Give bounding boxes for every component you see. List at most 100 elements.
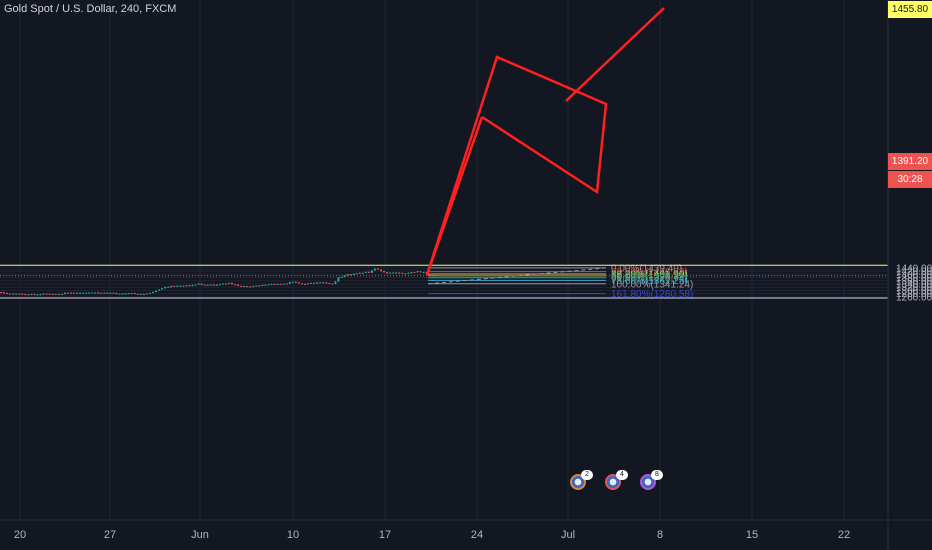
- candle-body: [124, 293, 127, 295]
- flagpole-line[interactable]: [425, 116, 484, 276]
- candle-body: [212, 284, 215, 286]
- time-tick-label: 24: [471, 529, 483, 541]
- candle-body: [130, 293, 133, 295]
- candle-body: [285, 283, 288, 285]
- candle-body: [228, 282, 230, 284]
- breakout-projection-line[interactable]: [565, 7, 665, 102]
- time-tick-label: Jun: [191, 529, 209, 541]
- economic-event-flag-icon[interactable]: 2: [570, 470, 593, 490]
- candle-body: [231, 282, 234, 285]
- resistance-price-tag: 1455.80: [888, 1, 932, 18]
- candle-body: [218, 284, 221, 286]
- candle-body: [288, 282, 291, 284]
- candle-body: [398, 272, 401, 274]
- candle-body: [252, 286, 255, 288]
- candle-body: [12, 293, 15, 295]
- price-tick-label: 1300.00: [896, 286, 932, 297]
- candle-body: [270, 283, 273, 285]
- candle-body: [343, 275, 346, 277]
- candle-body: [337, 277, 340, 282]
- candle-body: [161, 288, 164, 290]
- candle-body: [349, 274, 352, 276]
- candle-body: [386, 272, 389, 274]
- candle-body: [142, 293, 145, 295]
- candle-body: [85, 292, 88, 294]
- candle-body: [209, 284, 212, 286]
- candle-body: [136, 293, 139, 295]
- candle-body: [395, 272, 398, 274]
- candle-body: [434, 275, 437, 277]
- candle-body: [148, 292, 151, 294]
- candle-body: [249, 286, 252, 288]
- candle-body: [33, 294, 36, 296]
- candle-body: [255, 285, 258, 287]
- candle-body: [267, 284, 270, 286]
- candle-body: [24, 294, 27, 296]
- time-tick-label: 15: [746, 529, 758, 541]
- candle-body: [416, 271, 419, 273]
- candle-body: [389, 272, 392, 274]
- candle-body: [224, 283, 227, 285]
- flag-outline[interactable]: [425, 55, 608, 276]
- fib-trend-line[interactable]: [427, 267, 607, 285]
- candle-body: [182, 285, 185, 287]
- fib-level-label: 23.60%(1416.23): [611, 267, 688, 278]
- time-tick-label: 27: [104, 529, 116, 541]
- fib-level-label: 100.00%(1341.24): [611, 279, 693, 290]
- candle-body: [188, 285, 191, 287]
- price-tick-label: 1340.00: [896, 280, 932, 291]
- economic-event-flag-icon[interactable]: 4: [605, 470, 628, 490]
- time-tick-label: 22: [838, 529, 850, 541]
- candle-body: [155, 290, 158, 292]
- candle-body: [316, 282, 319, 284]
- flag-pattern-drawing[interactable]: [425, 7, 665, 276]
- candle-body: [291, 281, 294, 283]
- candle-body: [240, 285, 243, 287]
- candle-body: [72, 292, 75, 294]
- candle-body: [145, 293, 148, 295]
- event-count: 8: [651, 470, 663, 480]
- candle-body: [79, 292, 82, 294]
- fibonacci-retracement[interactable]: 0.00%(1439.40)23.60%(1416.23)38.20%(1401…: [427, 263, 693, 300]
- candle-body: [21, 293, 24, 295]
- candle-body: [294, 281, 297, 283]
- candle-body: [319, 282, 322, 284]
- time-axis[interactable]: 20 27 Jun 10 17 24 Jul 8 15 22: [0, 519, 932, 541]
- candle-body: [410, 272, 413, 274]
- time-tick-label: 20: [14, 529, 26, 541]
- candle-body: [100, 292, 103, 294]
- candle-body: [51, 293, 54, 295]
- candle-body: [18, 293, 21, 295]
- time-tick-label: 17: [379, 529, 391, 541]
- candle-body: [197, 283, 200, 285]
- candle-body: [112, 292, 115, 294]
- horizontal-lines[interactable]: [0, 264, 888, 299]
- candle-body: [243, 286, 246, 288]
- candle-body: [358, 272, 361, 274]
- candle-body: [0, 292, 2, 294]
- candles: [0, 268, 437, 296]
- candle-body: [246, 286, 249, 288]
- candle-body: [380, 269, 382, 272]
- candle-body: [127, 293, 130, 295]
- time-tick-label: 10: [287, 529, 299, 541]
- candle-body: [367, 271, 370, 273]
- candle-body: [419, 271, 422, 273]
- symbol-title[interactable]: Gold Spot / U.S. Dollar, 240, FXCM: [4, 3, 177, 15]
- candle-body: [370, 270, 373, 273]
- price-axis[interactable]: 1260.001280.001300.001320.001340.001360.…: [887, 0, 932, 550]
- candle-body: [300, 283, 303, 285]
- economic-event-flag-icon[interactable]: 8: [640, 470, 663, 490]
- candle-body: [383, 271, 386, 273]
- candle-body: [376, 268, 379, 270]
- candle-body: [413, 272, 416, 274]
- candle-body: [392, 272, 395, 274]
- price-tick-label: 1380.00: [896, 273, 932, 284]
- candle-body: [325, 282, 328, 284]
- candle-body: [185, 285, 188, 287]
- candle-body: [66, 292, 69, 294]
- candle-body: [164, 286, 167, 289]
- candle-body: [63, 292, 66, 295]
- candle-body: [361, 272, 364, 274]
